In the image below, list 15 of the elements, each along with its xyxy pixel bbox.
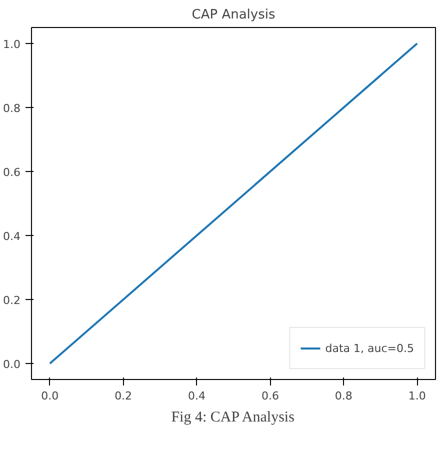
y-tick-label: 0.8 xyxy=(3,102,21,115)
x-tick-label: 1.0 xyxy=(408,390,426,402)
x-tick-label: 0.8 xyxy=(334,390,352,402)
x-tick-label: 0.6 xyxy=(261,390,279,402)
x-tick-label: 0.4 xyxy=(188,390,206,402)
caption: Fig 4: CAP Analysis xyxy=(171,410,295,426)
legend-label: data 1, auc=0.5 xyxy=(325,342,414,354)
y-tick-label: 0.4 xyxy=(3,230,21,243)
y-tick-label: 0.6 xyxy=(3,166,21,179)
y-tick-label: 0.0 xyxy=(3,358,21,371)
y-tick-label: 1.0 xyxy=(3,38,21,51)
y-tick-label: 0.2 xyxy=(3,294,21,307)
x-tick-label: 0.2 xyxy=(114,390,132,402)
x-tick-label: 0.0 xyxy=(41,390,59,402)
chart-title: CAP Analysis xyxy=(192,8,276,22)
